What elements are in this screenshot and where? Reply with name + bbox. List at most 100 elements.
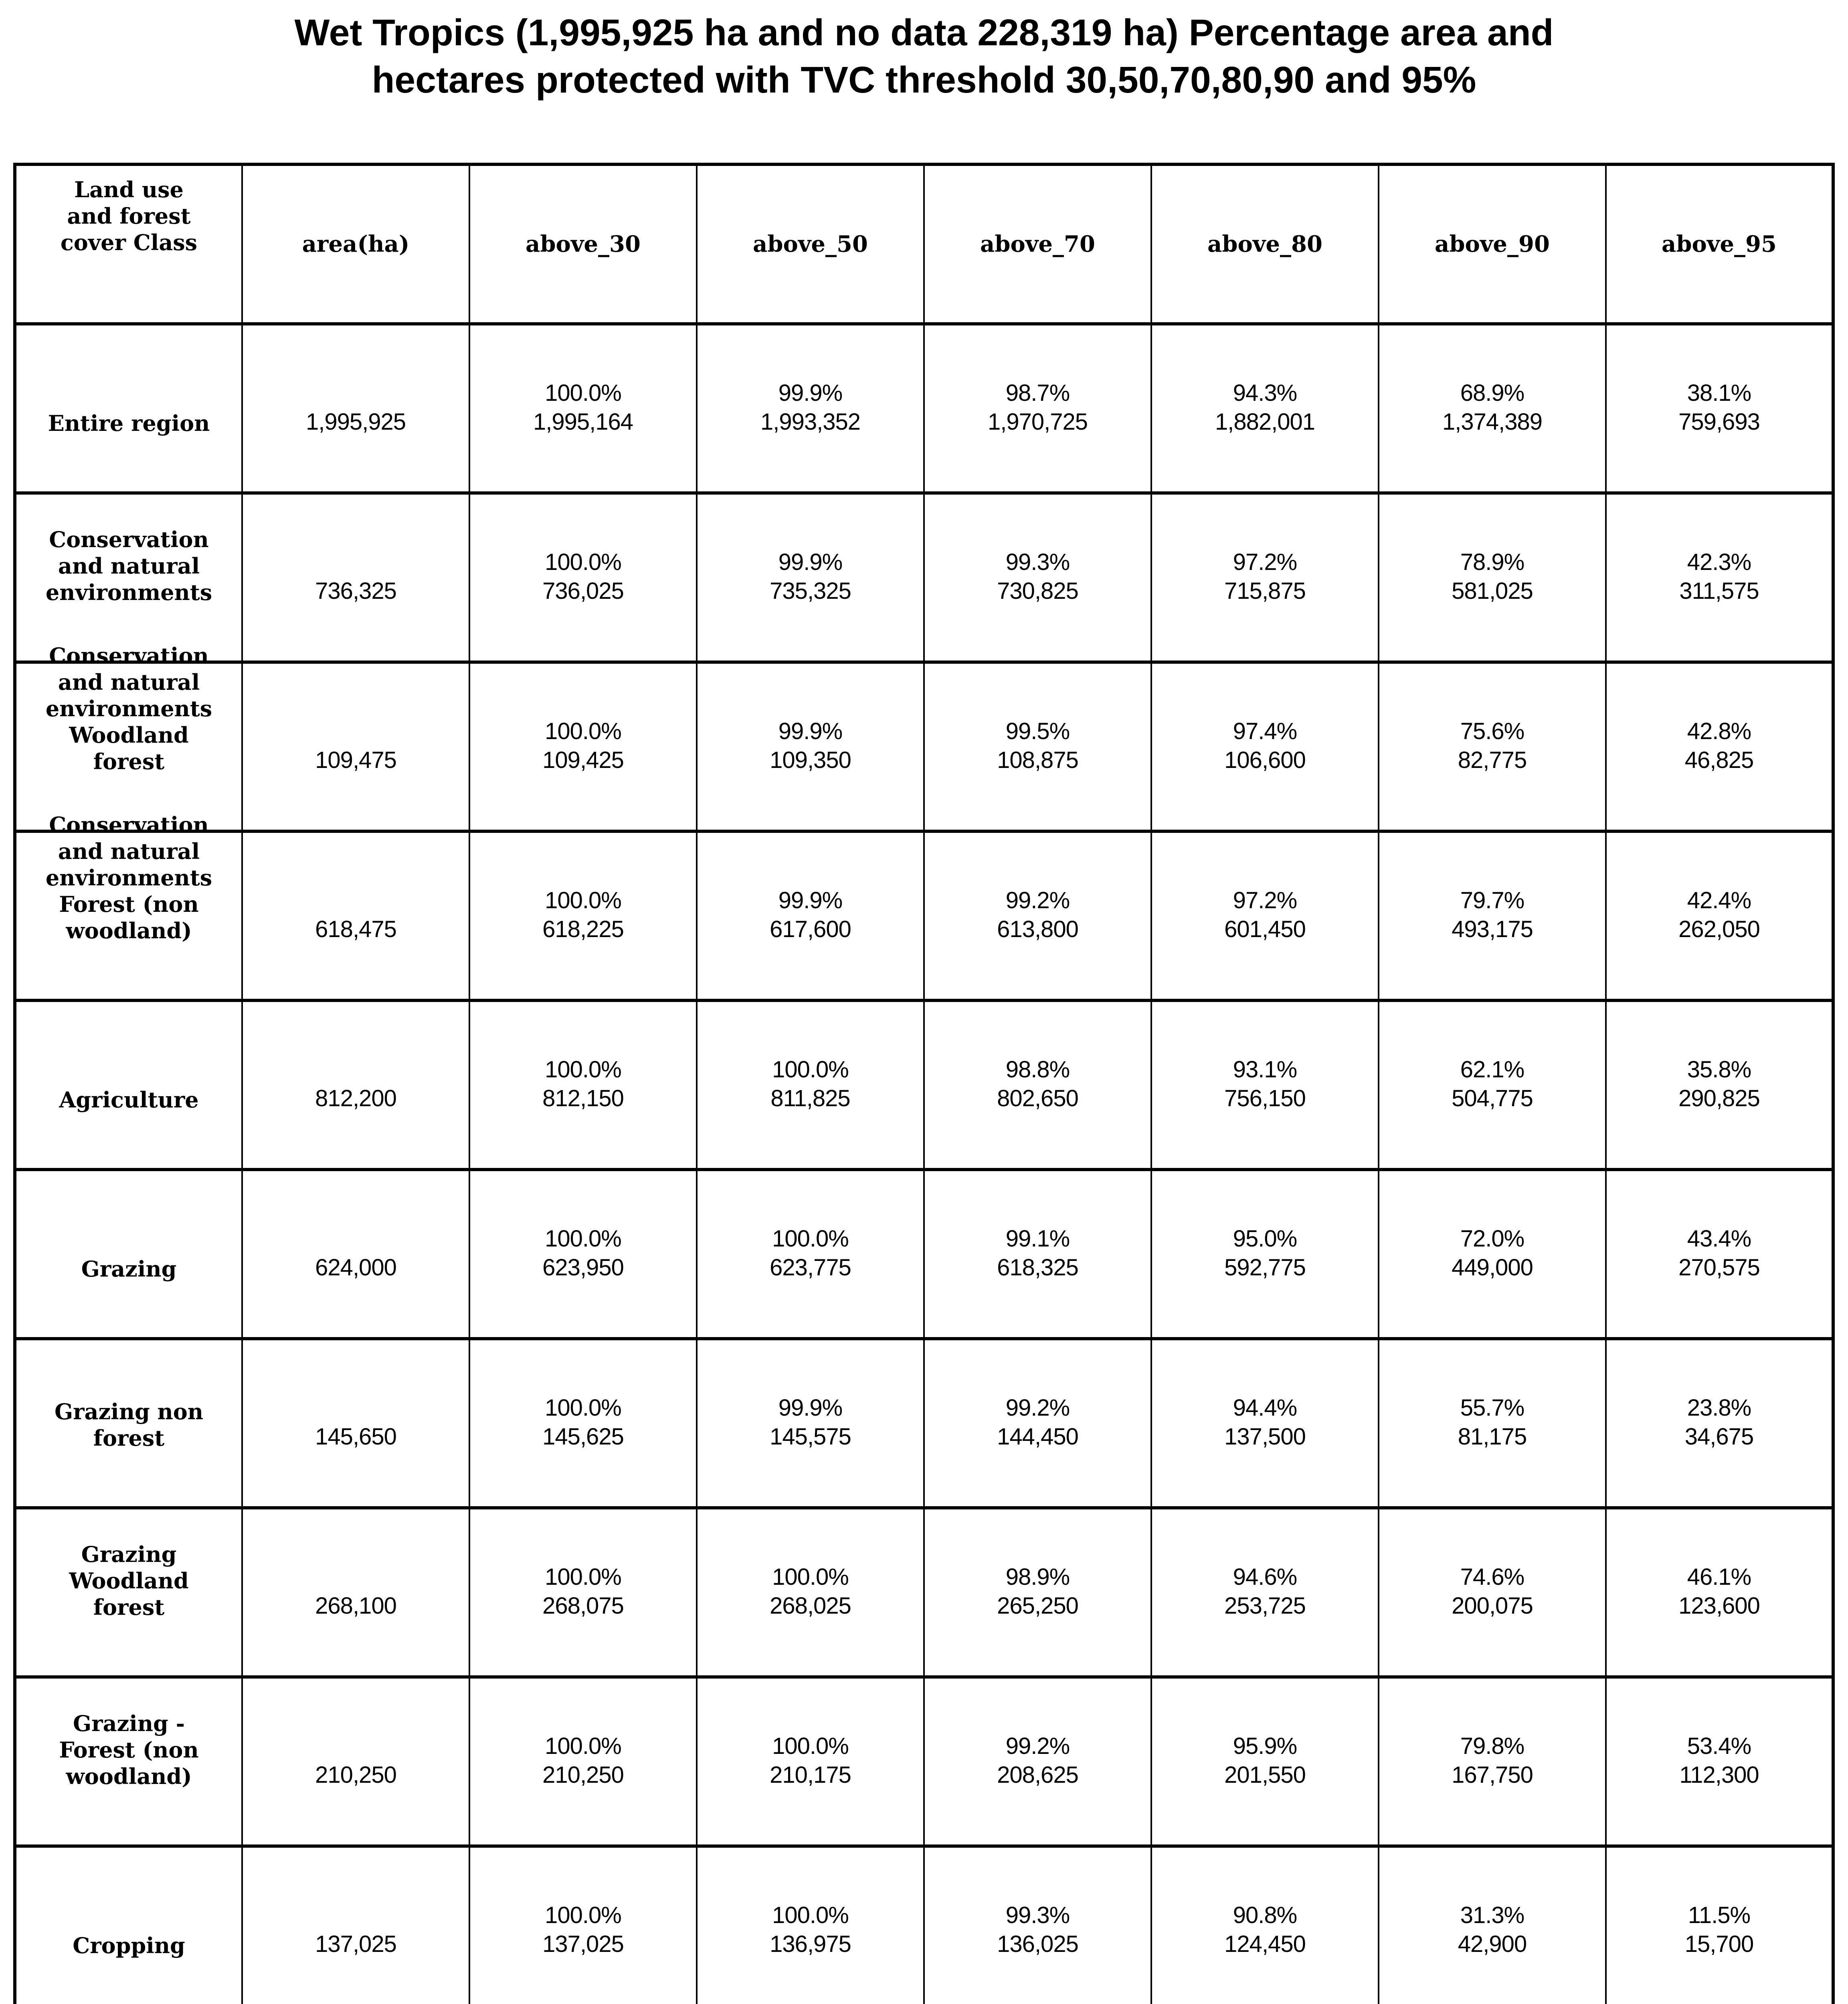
threshold-cell: 94.6% 253,725 — [1150, 1506, 1379, 1679]
threshold-cell: 53.4% 112,300 — [1605, 1675, 1834, 1848]
threshold-cell: 99.3% 730,825 — [923, 491, 1152, 664]
threshold-percent: 98.7% — [1005, 380, 1070, 406]
threshold-percent: 100.0% — [772, 1226, 849, 1252]
threshold-cell: 100.0% 210,175 — [696, 1675, 925, 1848]
threshold-hectares: 82,775 — [1458, 747, 1527, 773]
threshold-cell: 99.2% 208,625 — [923, 1675, 1152, 1848]
threshold-percent: 90.8% — [1233, 1902, 1297, 1928]
threshold-percent: 38.1% — [1687, 380, 1751, 406]
threshold-hectares: 145,575 — [770, 1424, 851, 1450]
threshold-hectares: 581,025 — [1452, 578, 1533, 604]
threshold-cell: 100.0% 210,250 — [469, 1675, 698, 1848]
threshold-cell: 99.5% 108,875 — [923, 661, 1152, 833]
threshold-hectares: 811,825 — [770, 1085, 850, 1111]
threshold-percent: 99.9% — [778, 1395, 843, 1421]
threshold-hectares: 81,175 — [1458, 1424, 1527, 1450]
row-label: Grazing Woodland forest — [69, 1541, 189, 1620]
area-ha-cell: 109,475 — [241, 661, 470, 833]
threshold-percent: 99.3% — [1005, 1902, 1070, 1928]
threshold-cell: 95.9% 201,550 — [1150, 1675, 1379, 1848]
threshold-percent: 74.6% — [1460, 1564, 1524, 1590]
threshold-hectares: 46,825 — [1684, 747, 1754, 773]
threshold-cell: 79.7% 493,175 — [1378, 830, 1607, 1002]
threshold-percent: 75.6% — [1460, 718, 1524, 744]
table-row: Grazing - Forest (non woodland) 210,250 10… — [14, 1675, 1834, 1848]
table-row: Grazing non forest 145,650 100.0% 145,625 99… — [14, 1337, 1834, 1509]
row-label-cell: Entire region — [14, 322, 243, 495]
threshold-percent: 31.3% — [1460, 1902, 1524, 1928]
threshold-cell: 99.9% 145,575 — [696, 1337, 925, 1509]
threshold-cell: 62.1% 504,775 — [1378, 999, 1607, 1171]
threshold-cell: 99.3% 136,025 — [923, 1844, 1152, 2004]
threshold-percent: 99.9% — [778, 549, 843, 575]
threshold-cell: 100.0% 268,075 — [469, 1506, 698, 1679]
area-ha-cell: 812,200 — [241, 999, 470, 1171]
threshold-hectares: 106,600 — [1224, 747, 1306, 773]
row-label-cell: Conservation and natural environments Wo… — [14, 643, 243, 833]
row-label-cell: Grazing Woodland forest — [14, 1506, 243, 1679]
col-header-above-90: above_90 — [1378, 163, 1607, 325]
threshold-percent: 98.9% — [1005, 1564, 1070, 1590]
area-ha-value: 618,475 — [315, 916, 397, 942]
threshold-hectares: 112,300 — [1679, 1762, 1759, 1788]
threshold-percent: 99.3% — [1005, 549, 1070, 575]
row-label: Grazing - Forest (non woodland) — [59, 1711, 199, 1789]
threshold-percent: 100.0% — [772, 1057, 849, 1083]
threshold-hectares: 1,970,725 — [987, 409, 1088, 435]
threshold-percent: 11.5% — [1688, 1902, 1751, 1928]
threshold-hectares: 736,025 — [542, 578, 624, 604]
threshold-cell: 98.7% 1,970,725 — [923, 322, 1152, 495]
area-ha-value: 1,995,925 — [305, 409, 406, 435]
area-ha-cell: 145,650 — [241, 1337, 470, 1509]
threshold-percent: 100.0% — [545, 1226, 622, 1252]
threshold-hectares: 265,250 — [997, 1593, 1079, 1619]
threshold-hectares: 802,650 — [997, 1085, 1079, 1111]
row-label-cell: Cropping — [14, 1844, 243, 2004]
threshold-cell: 99.1% 618,325 — [923, 1168, 1152, 1340]
threshold-hectares: 735,325 — [770, 578, 851, 604]
threshold-percent: 100.0% — [545, 1057, 622, 1083]
tvc-threshold-table: Land use and forest cover Class area(ha)… — [13, 163, 1835, 2004]
threshold-hectares: 618,325 — [997, 1255, 1079, 1281]
threshold-percent: 43.4% — [1687, 1226, 1751, 1252]
threshold-hectares: 715,875 — [1224, 578, 1306, 604]
threshold-cell: 99.9% 1,993,352 — [696, 322, 925, 495]
threshold-cell: 74.6% 200,075 — [1378, 1506, 1607, 1679]
threshold-cell: 23.8% 34,675 — [1605, 1337, 1834, 1509]
threshold-percent: 72.0% — [1460, 1226, 1524, 1252]
threshold-hectares: 109,350 — [770, 747, 851, 773]
threshold-cell: 99.2% 144,450 — [923, 1337, 1152, 1509]
threshold-hectares: 270,575 — [1678, 1255, 1760, 1281]
threshold-percent: 97.4% — [1233, 718, 1297, 744]
threshold-percent: 68.9% — [1460, 380, 1524, 406]
col-header-above-70: above_70 — [923, 163, 1152, 325]
threshold-hectares: 210,175 — [770, 1762, 851, 1788]
threshold-cell: 94.3% 1,882,001 — [1150, 322, 1379, 495]
threshold-hectares: 1,995,164 — [533, 409, 633, 435]
threshold-cell: 97.2% 715,875 — [1150, 491, 1379, 664]
table-row: Grazing 624,000 100.0% 623,950 100.0% 623,775… — [14, 1168, 1834, 1340]
threshold-percent: 100.0% — [545, 1395, 622, 1421]
threshold-percent: 79.7% — [1460, 887, 1524, 913]
table-row: Entire region 1,995,925 100.0% 1,995,164 99.… — [14, 322, 1834, 495]
threshold-hectares: 1,882,001 — [1215, 409, 1315, 435]
threshold-percent: 98.8% — [1005, 1057, 1070, 1083]
threshold-hectares: 311,575 — [1679, 578, 1759, 604]
threshold-percent: 99.9% — [778, 718, 843, 744]
threshold-percent: 53.4% — [1687, 1733, 1751, 1759]
threshold-percent: 100.0% — [772, 1564, 849, 1590]
threshold-percent: 35.8% — [1687, 1057, 1751, 1083]
threshold-hectares: 15,700 — [1684, 1931, 1754, 1957]
area-ha-cell: 736,325 — [241, 491, 470, 664]
threshold-percent: 97.2% — [1233, 887, 1297, 913]
threshold-hectares: 290,825 — [1678, 1085, 1760, 1111]
area-ha-value: 736,325 — [315, 578, 397, 604]
threshold-hectares: 109,425 — [542, 747, 624, 773]
row-label-cell: Grazing — [14, 1168, 243, 1340]
threshold-percent: 99.2% — [1005, 1733, 1070, 1759]
row-label: Conservation and natural environments — [45, 527, 212, 605]
threshold-cell: 42.3% 311,575 — [1605, 491, 1834, 664]
row-label: Grazing — [81, 1256, 177, 1282]
threshold-cell: 100.0% 811,825 — [696, 999, 925, 1171]
table-body: Entire region 1,995,925 100.0% 1,995,164 99.… — [14, 322, 1834, 2004]
